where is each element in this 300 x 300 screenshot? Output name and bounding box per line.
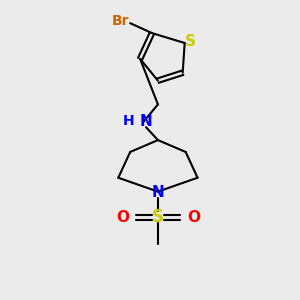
Text: N: N <box>152 185 164 200</box>
Text: O: O <box>187 210 200 225</box>
Text: S: S <box>185 34 196 49</box>
Text: S: S <box>152 208 164 226</box>
Text: O: O <box>116 210 129 225</box>
Text: N: N <box>140 114 152 129</box>
Text: Br: Br <box>112 14 129 28</box>
Text: H: H <box>122 114 134 128</box>
